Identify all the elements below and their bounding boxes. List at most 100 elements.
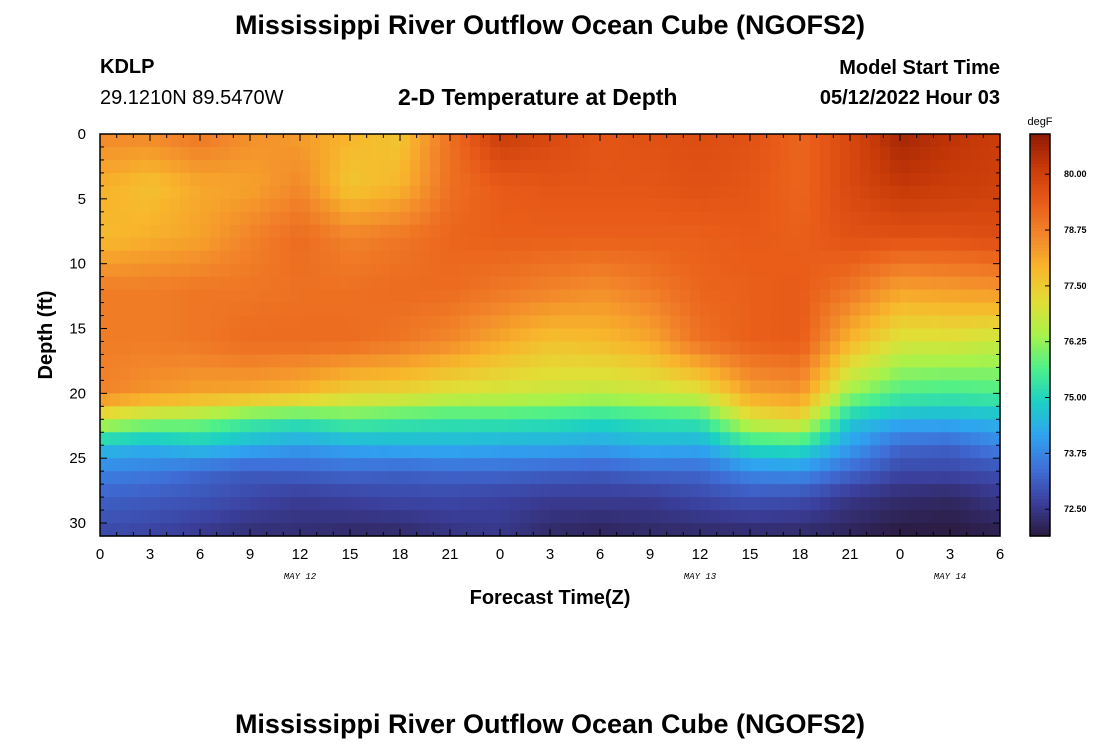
- heatmap-cell: [910, 471, 921, 485]
- heatmap-cell: [850, 250, 861, 265]
- heatmap-cell: [350, 393, 361, 407]
- heatmap-cell: [690, 302, 701, 317]
- heatmap-cell: [410, 445, 421, 459]
- heatmap-cell: [120, 497, 131, 511]
- heatmap-cell: [600, 185, 611, 200]
- heatmap-cell: [110, 185, 121, 200]
- heatmap-cell: [360, 419, 371, 433]
- heatmap-cell: [250, 523, 261, 537]
- colorbar-segment: [1030, 278, 1050, 282]
- heatmap-cell: [200, 367, 211, 381]
- heatmap-cell: [160, 159, 171, 174]
- heatmap-cell: [560, 263, 571, 278]
- heatmap-cell: [970, 406, 981, 420]
- heatmap-cell: [260, 159, 271, 174]
- heatmap-cell: [410, 484, 421, 498]
- heatmap-cell: [430, 367, 441, 381]
- heatmap-cell: [720, 172, 731, 187]
- heatmap-cell: [540, 315, 551, 330]
- heatmap-cell: [420, 432, 431, 446]
- heatmap-cell: [220, 237, 231, 252]
- heatmap-cell: [600, 523, 611, 537]
- heatmap-cell: [370, 354, 381, 369]
- heatmap-cell: [930, 276, 941, 291]
- heatmap-cell: [760, 198, 771, 213]
- heatmap-cell: [180, 211, 191, 226]
- heatmap-cell: [740, 341, 751, 356]
- heatmap-cell: [590, 380, 601, 394]
- heatmap-cell: [360, 328, 371, 343]
- heatmap-cell: [390, 159, 401, 174]
- heatmap-cell: [210, 432, 221, 446]
- heatmap-cell: [670, 510, 681, 524]
- heatmap-cell: [940, 393, 951, 407]
- heatmap-cell: [700, 224, 711, 239]
- heatmap-cell: [310, 497, 321, 511]
- heatmap-cell: [610, 302, 621, 317]
- heatmap-cell: [190, 134, 201, 148]
- heatmap-cell: [930, 341, 941, 356]
- heatmap-cell: [790, 497, 801, 511]
- heatmap-cell: [590, 445, 601, 459]
- heatmap-cell: [870, 224, 881, 239]
- heatmap-cell: [580, 484, 591, 498]
- heatmap-cell: [880, 367, 891, 381]
- heatmap-cell: [980, 393, 991, 407]
- heatmap-cell: [530, 497, 541, 511]
- heatmap-cell: [750, 185, 761, 200]
- colorbar-segment: [1030, 499, 1050, 504]
- heatmap-cell: [260, 185, 271, 200]
- heatmap-cell: [420, 159, 431, 174]
- heatmap-cell: [670, 302, 681, 317]
- heatmap-cell: [960, 484, 971, 498]
- heatmap-cell: [210, 510, 221, 524]
- heatmap-cell: [710, 302, 721, 317]
- heatmap-cell: [450, 445, 461, 459]
- heatmap-cell: [450, 315, 461, 330]
- heatmap-cell: [940, 134, 951, 148]
- heatmap-cell: [110, 289, 121, 304]
- colorbar-segment: [1030, 475, 1050, 480]
- heatmap-cell: [490, 419, 501, 433]
- heatmap-cell: [110, 510, 121, 524]
- heatmap-cell: [250, 406, 261, 420]
- heatmap-cell: [460, 276, 471, 291]
- heatmap-cell: [750, 211, 761, 226]
- heatmap-cell: [730, 458, 741, 472]
- heatmap-cell: [940, 471, 951, 485]
- heatmap-cell: [170, 497, 181, 511]
- heatmap-cell: [940, 484, 951, 498]
- heatmap-cell: [120, 146, 131, 161]
- heatmap-cell: [230, 523, 241, 537]
- heatmap-cell: [430, 198, 441, 213]
- heatmap-cell: [220, 458, 231, 472]
- heatmap-cell: [550, 341, 561, 356]
- heatmap-cell: [650, 159, 661, 174]
- heatmap-cell: [950, 134, 961, 148]
- heatmap-cell: [390, 198, 401, 213]
- heatmap-cell: [940, 224, 951, 239]
- heatmap-cell: [730, 276, 741, 291]
- heatmap-cell: [610, 380, 621, 394]
- heatmap-cell: [820, 134, 831, 148]
- heatmap-cell: [260, 315, 271, 330]
- heatmap-cell: [150, 315, 161, 330]
- heatmap-cell: [590, 432, 601, 446]
- heatmap-cell: [900, 289, 911, 304]
- heatmap-cell: [200, 250, 211, 265]
- heatmap-cell: [610, 289, 621, 304]
- heatmap-cell: [720, 380, 731, 394]
- heatmap-cell: [890, 510, 901, 524]
- heatmap-cell: [700, 134, 711, 148]
- heatmap-cell: [670, 328, 681, 343]
- heatmap-cell: [880, 510, 891, 524]
- heatmap-cell: [890, 134, 901, 148]
- x-axis-title: Forecast Time(Z): [470, 587, 631, 609]
- heatmap-cell: [400, 185, 411, 200]
- heatmap-cell: [430, 406, 441, 420]
- heatmap-cell: [290, 497, 301, 511]
- heatmap-cell: [440, 484, 451, 498]
- heatmap-cell: [820, 211, 831, 226]
- heatmap-cell: [720, 250, 731, 265]
- heatmap-cell: [770, 134, 781, 148]
